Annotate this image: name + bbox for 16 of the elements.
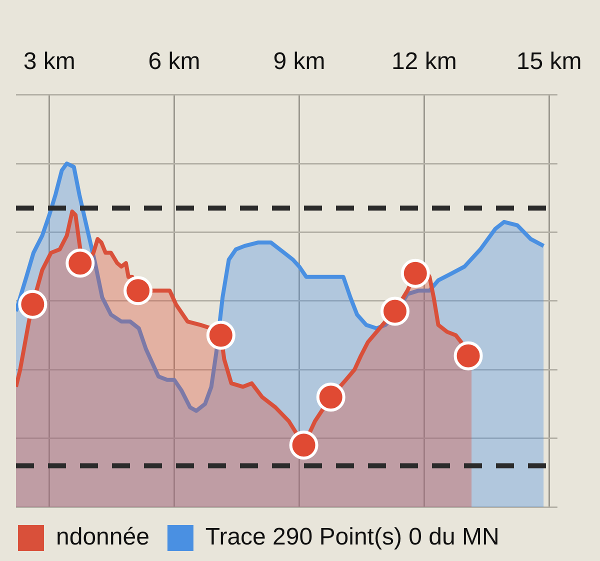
point: [454, 341, 483, 370]
legend-label: ndonnée: [56, 524, 150, 551]
x-tick-label: 3 km: [23, 48, 76, 76]
x-tick-label: 15 km: [516, 48, 582, 76]
point: [380, 296, 410, 326]
legend-label: Trace 290 Point(s) 0 du MN: [205, 524, 500, 551]
point: [400, 258, 430, 288]
point: [66, 248, 95, 278]
point: [18, 290, 48, 319]
point: [206, 320, 236, 350]
x-tick-label: 6 km: [148, 48, 200, 76]
x-tick-label: 12 km: [391, 48, 457, 76]
x-tick-label: 9 km: [273, 48, 326, 76]
point: [316, 382, 346, 412]
point: [289, 430, 318, 460]
point: [124, 276, 153, 306]
